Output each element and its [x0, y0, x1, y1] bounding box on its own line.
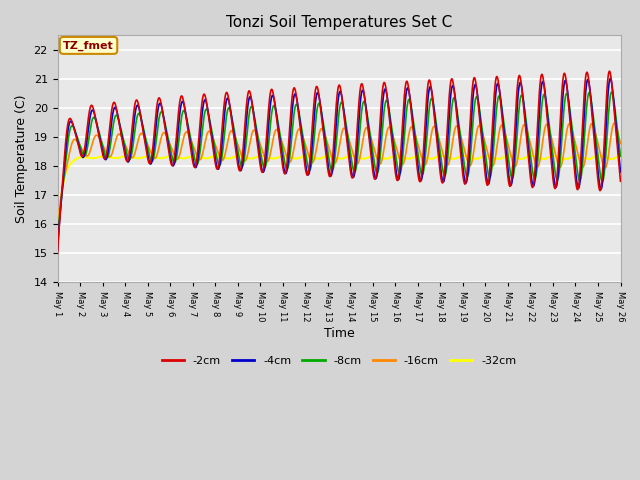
- -4cm: [69, 122, 77, 128]
- -32cm: [617, 153, 625, 158]
- Line: -4cm: -4cm: [58, 79, 621, 250]
- -16cm: [69, 138, 77, 144]
- -4cm: [531, 181, 538, 187]
- -4cm: [617, 169, 625, 175]
- -16cm: [131, 150, 139, 156]
- -16cm: [97, 139, 105, 144]
- -4cm: [309, 129, 317, 134]
- -8cm: [608, 89, 616, 95]
- -8cm: [617, 154, 625, 159]
- -32cm: [309, 155, 317, 160]
- -2cm: [54, 251, 61, 256]
- X-axis label: Time: Time: [324, 327, 355, 340]
- -8cm: [531, 176, 538, 182]
- -2cm: [115, 121, 123, 127]
- Line: -16cm: -16cm: [58, 123, 621, 238]
- -4cm: [54, 247, 61, 253]
- -32cm: [131, 155, 139, 161]
- -2cm: [69, 122, 77, 128]
- -2cm: [531, 175, 538, 180]
- -32cm: [115, 155, 123, 161]
- Legend: -2cm, -4cm, -8cm, -16cm, -32cm: -2cm, -4cm, -8cm, -16cm, -32cm: [157, 351, 521, 371]
- -2cm: [309, 112, 317, 118]
- -8cm: [115, 119, 123, 125]
- Text: TZ_fmet: TZ_fmet: [63, 40, 114, 50]
- -8cm: [97, 136, 105, 142]
- -8cm: [309, 147, 317, 153]
- -32cm: [97, 154, 105, 159]
- -16cm: [309, 159, 317, 165]
- -32cm: [54, 235, 61, 241]
- Title: Tonzi Soil Temperatures Set C: Tonzi Soil Temperatures Set C: [226, 15, 452, 30]
- -4cm: [115, 120, 123, 125]
- -2cm: [617, 179, 625, 184]
- -4cm: [607, 76, 614, 82]
- -4cm: [131, 111, 139, 117]
- -2cm: [131, 101, 139, 107]
- Line: -8cm: -8cm: [58, 92, 621, 244]
- -32cm: [531, 154, 538, 159]
- Line: -2cm: -2cm: [58, 71, 621, 253]
- -8cm: [69, 123, 77, 129]
- -4cm: [97, 141, 105, 146]
- -2cm: [97, 143, 105, 149]
- -2cm: [605, 68, 613, 74]
- -16cm: [115, 131, 123, 137]
- -16cm: [611, 120, 618, 126]
- -8cm: [131, 127, 139, 133]
- -32cm: [69, 158, 77, 164]
- Y-axis label: Soil Temperature (C): Soil Temperature (C): [15, 95, 28, 223]
- -16cm: [531, 157, 538, 163]
- -16cm: [617, 141, 625, 146]
- Line: -32cm: -32cm: [58, 156, 621, 238]
- -16cm: [54, 235, 61, 241]
- -8cm: [54, 241, 61, 247]
